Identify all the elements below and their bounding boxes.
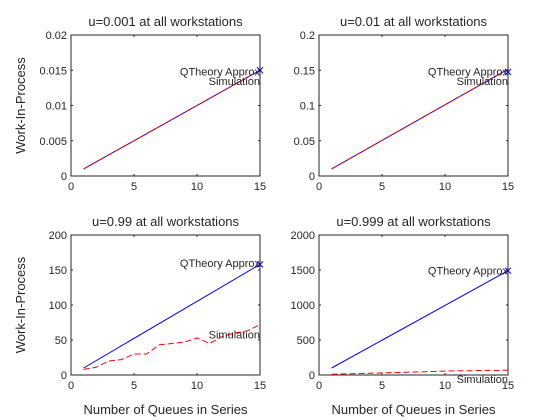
chart-title: u=0.01 at all workstations [340,14,488,29]
y-tick-label: 50 [55,335,67,347]
y-tick-label: 0.01 [46,101,67,113]
x-tick-label: 15 [502,380,514,392]
y-tick-label: 150 [49,265,67,277]
annotation-qtheory-approx: QTheory Approx [428,67,509,79]
x-tick-label: 5 [379,181,385,193]
chart-panel-1: 0 5 10 15 0 0.005 0.01 0.015 0.02 QTheory ApproxS… [13,14,266,193]
y-tick-label: 200 [49,230,67,242]
x-tick-label: 15 [502,181,514,193]
y-tick-label: 500 [297,335,315,347]
x-tick-label: 0 [316,181,322,193]
series-line-simulation [331,68,509,170]
plot-area-frame [318,34,509,177]
y-axis-title: Work-In-Process [13,256,28,353]
end-marker [504,267,512,275]
chart-panel-4: 0 5 10 15 0 500 1000 1500 2000 QTheory Approx Simu… [291,214,515,417]
x-tick-label: 5 [131,380,137,392]
y-tick-label: 0 [61,370,67,382]
y-tick-label: 0.15 [294,65,315,77]
chart-title: u=0.99 at all workstations [92,214,240,229]
x-tick-label: 0 [68,380,74,392]
y-axis-title: Work-In-Process [13,57,28,154]
plot-area-frame [318,234,509,376]
y-tick-label: 0 [309,171,315,183]
x-tick-label: 15 [254,380,266,392]
y-tick-label: 0.05 [294,136,315,148]
chart-panel-2: 0 5 10 15 0 0.05 0.1 0.15 0.2 QTheory ApproxSimul… [294,14,515,193]
annotation-simulation: Simulation [209,76,260,88]
series-line-simulation [331,369,509,375]
chart-title: u=0.999 at all workstations [336,214,491,229]
x-tick-label: 10 [439,181,451,193]
x-tick-label: 0 [68,181,74,193]
y-tick-label: 0.02 [46,30,67,42]
x-tick-label: 5 [379,380,385,392]
series-line-qtheory-approx [83,263,261,369]
series-line-simulation [83,324,261,370]
end-marker [256,261,264,268]
x-tick-label: 15 [254,181,266,193]
y-tick-label: 0 [309,370,315,382]
series-line-simulation [83,69,261,170]
y-tick-label: 2000 [291,230,315,242]
end-marker [256,66,264,74]
y-tick-label: 0.2 [300,30,315,42]
x-tick-label: 10 [439,380,451,392]
x-axis-title: Number of Queues in Series [83,402,248,417]
y-tick-label: 0.015 [39,65,67,77]
x-tick-label: 5 [131,181,137,193]
annotation-qtheory-approx: QTheory Approx [180,258,261,270]
y-tick-label: 0.005 [39,136,67,148]
annotation-simulation: Simulation [209,329,260,341]
y-tick-label: 0.1 [300,101,315,113]
y-tick-label: 1000 [291,300,315,312]
plot-area-frame [70,34,261,177]
series-line-qtheory-approx [331,270,509,369]
y-tick-label: 1500 [291,265,315,277]
annotation-simulation: Simulation [457,374,508,386]
x-tick-label: 10 [191,181,203,193]
annotation-simulation: Simulation [457,76,508,88]
y-tick-label: 100 [49,300,67,312]
x-tick-label: 0 [316,380,322,392]
y-tick-label: 0 [61,171,67,183]
plot-area-frame [70,234,261,376]
x-tick-label: 10 [191,380,203,392]
annotation-qtheory-approx: QTheory Approx [180,67,261,79]
chart-title: u=0.001 at all workstations [88,14,243,29]
x-axis-title: Number of Queues in Series [331,402,496,417]
annotation-qtheory-approx: QTheory Approx [428,266,509,278]
end-marker [504,68,512,76]
